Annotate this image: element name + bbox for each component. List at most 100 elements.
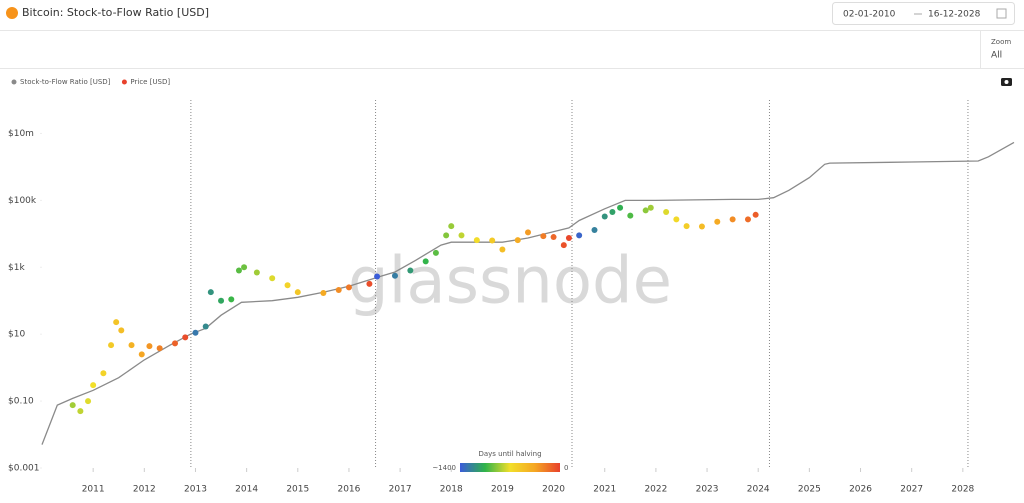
- price-point: [647, 204, 654, 211]
- legend-label: Price [USD]: [130, 78, 170, 86]
- x-tick-label: 2020: [542, 485, 565, 495]
- date-range-box[interactable]: [832, 2, 1015, 25]
- x-tick-label: 2021: [593, 485, 616, 495]
- price-point: [108, 342, 115, 349]
- price-point: [235, 267, 242, 274]
- page-title: Bitcoin: Stock-to-Flow Ratio [USD]: [22, 6, 209, 19]
- price-point: [698, 223, 705, 230]
- y-tick-label: $0.001: [8, 464, 40, 474]
- colorbar-tick-label: ~1400: [432, 464, 456, 472]
- x-tick-label: 2028: [951, 485, 974, 495]
- price-point: [366, 280, 373, 287]
- price-point: [294, 289, 301, 296]
- price-point: [156, 345, 163, 352]
- x-tick-label: 2013: [184, 485, 207, 495]
- price-point: [752, 211, 759, 218]
- price-point: [540, 233, 547, 240]
- y-tick-label: $10m: [8, 129, 34, 139]
- price-point: [391, 272, 398, 279]
- price-point: [627, 212, 634, 219]
- colorbar-tick-label: 0: [564, 464, 568, 472]
- y-tick-label: $10: [8, 330, 25, 340]
- calendar-icon[interactable]: [996, 8, 1007, 19]
- price-point: [499, 246, 506, 253]
- colorbar-title: Days until halving: [478, 450, 541, 458]
- price-point: [146, 343, 153, 350]
- price-point: [284, 282, 291, 289]
- price-point: [663, 208, 670, 215]
- price-point: [182, 334, 189, 341]
- colorbar: [460, 463, 560, 472]
- price-point: [422, 258, 429, 265]
- bitcoin-icon: [6, 7, 18, 19]
- y-tick-label: $1k: [8, 263, 25, 273]
- price-point: [77, 408, 84, 415]
- zoom-label: Zoom: [991, 38, 1011, 46]
- price-point: [69, 402, 76, 409]
- legend-label: Stock-to-Flow Ratio [USD]: [20, 78, 111, 86]
- price-point: [269, 275, 276, 282]
- y-tick-label: $100k: [8, 196, 37, 206]
- x-tick-label: 2011: [82, 485, 105, 495]
- price-point: [576, 232, 583, 239]
- zoom-value[interactable]: All: [991, 51, 1002, 61]
- price-point: [489, 237, 496, 244]
- price-point: [172, 340, 179, 347]
- x-tick-label: 2026: [849, 485, 872, 495]
- x-tick-label: 2019: [491, 485, 514, 495]
- date-from[interactable]: 02-01-2010: [843, 10, 896, 20]
- price-point: [138, 351, 145, 358]
- price-point: [473, 237, 480, 244]
- price-point: [601, 213, 608, 220]
- date-to[interactable]: 16-12-2028: [928, 10, 981, 20]
- price-point: [683, 223, 690, 230]
- price-point: [407, 267, 414, 274]
- price-point: [443, 232, 450, 239]
- x-tick-label: 2023: [696, 485, 719, 495]
- price-point: [320, 290, 327, 297]
- price-point: [100, 370, 107, 377]
- legend-marker: [11, 79, 17, 85]
- price-point: [345, 284, 352, 291]
- x-tick-label: 2027: [900, 485, 923, 495]
- x-tick-label: 2016: [337, 485, 360, 495]
- x-tick-label: 2022: [644, 485, 667, 495]
- price-point: [458, 232, 465, 239]
- price-point: [617, 204, 624, 211]
- price-point: [202, 323, 209, 330]
- price-point: [525, 229, 531, 236]
- x-tick-label: 2025: [798, 485, 821, 495]
- price-point: [253, 269, 260, 276]
- x-tick-label: 2012: [133, 485, 156, 495]
- x-tick-label: 2024: [747, 485, 770, 495]
- x-tick-label: 2017: [389, 485, 412, 495]
- price-point: [374, 273, 381, 280]
- price-point: [591, 227, 598, 234]
- price-point: [128, 342, 135, 349]
- price-point: [118, 327, 125, 334]
- price-point: [85, 398, 92, 405]
- x-tick-label: 2014: [235, 485, 258, 495]
- price-point: [207, 289, 214, 296]
- price-point: [335, 286, 342, 293]
- x-tick-label: 2015: [286, 485, 309, 495]
- price-point: [565, 234, 572, 241]
- price-point: [560, 242, 567, 249]
- camera-lens: [1004, 80, 1009, 84]
- price-point: [609, 208, 616, 215]
- price-point: [228, 296, 235, 303]
- x-tick-label: 2018: [440, 485, 463, 495]
- price-point: [744, 216, 751, 223]
- price-point: [550, 234, 557, 241]
- watermark: glassnode: [348, 245, 672, 319]
- price-point: [714, 218, 721, 225]
- y-tick-label: $0.10: [8, 397, 34, 407]
- price-point: [448, 223, 455, 230]
- price-point: [729, 216, 736, 223]
- price-point: [192, 329, 199, 336]
- price-point: [218, 297, 225, 304]
- legend-marker: [121, 79, 127, 85]
- price-point: [432, 249, 439, 256]
